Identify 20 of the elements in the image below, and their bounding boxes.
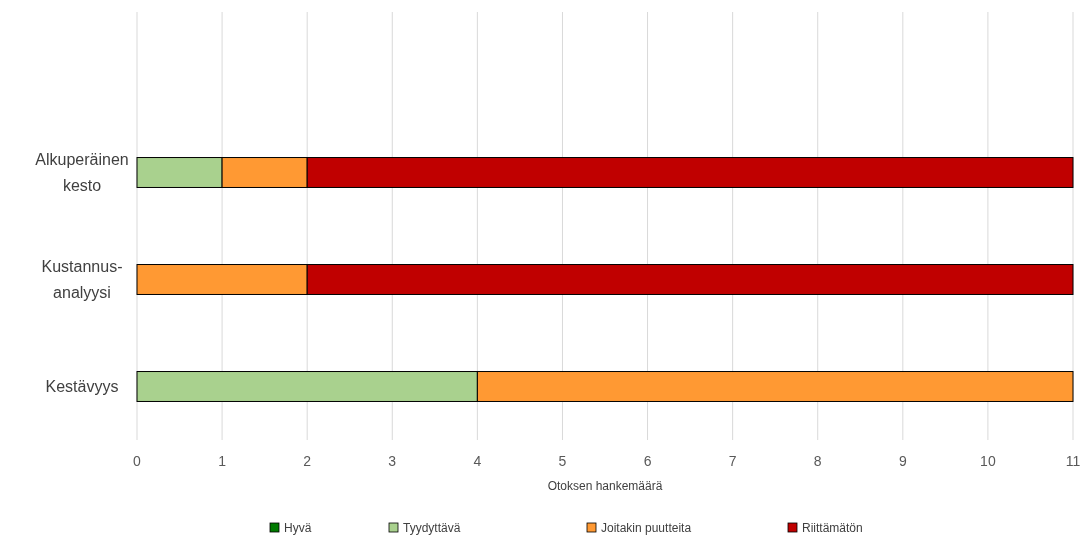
x-tick-label: 4	[473, 453, 482, 469]
x-tick-label: 7	[728, 453, 737, 469]
x-tick-label: 1	[218, 453, 227, 469]
x-axis-title: Otoksen hankemäärä	[547, 479, 663, 493]
legend-label: Joitakin puutteita	[601, 521, 692, 535]
legend-label: Riittämätön	[802, 521, 863, 535]
x-tick-label: 5	[558, 453, 567, 469]
x-tick-label: 8	[813, 453, 822, 469]
legend-label: Hyvä	[284, 521, 312, 535]
x-tick-label: 6	[643, 453, 652, 469]
x-tick-label: 9	[898, 453, 907, 469]
x-tick-label: 11	[1065, 453, 1081, 469]
x-tick-label: 10	[980, 453, 996, 469]
x-tick-label: 2	[303, 453, 312, 469]
legend-label: Tyydyttävä	[403, 521, 461, 535]
x-tick-label: 0	[133, 453, 142, 469]
x-tick-label: 3	[388, 453, 397, 469]
y-tick-label: Alkuperäinen kesto	[35, 150, 129, 194]
y-tick-label: Kustannus-analyysi	[41, 257, 123, 301]
y-tick-label: Kestävyys	[45, 377, 119, 395]
